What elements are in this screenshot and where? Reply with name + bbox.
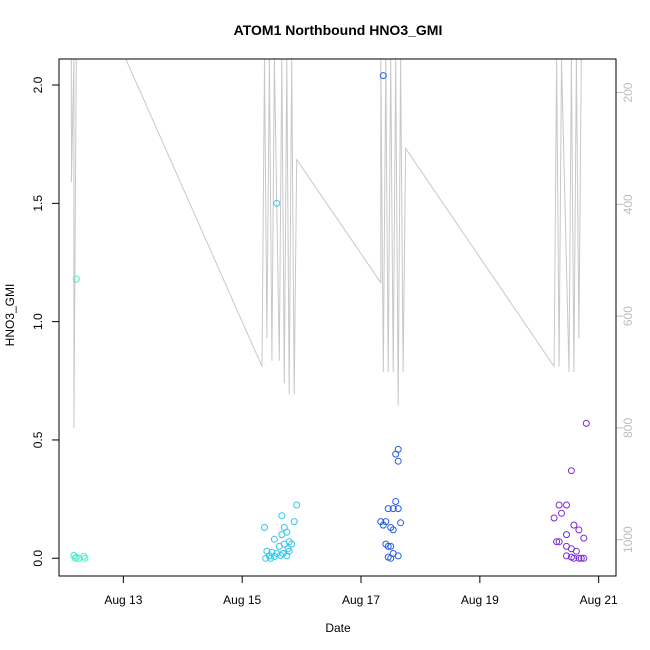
y2-profile-line [70,59,584,428]
data-point [577,554,585,562]
data-point [392,498,400,505]
data-point [384,542,392,550]
y2-tick-label: 400 [621,194,635,214]
data-point [80,552,88,560]
y2-tick-label: 200 [621,82,635,102]
data-point [288,540,296,548]
y2-tick-label: 600 [621,306,635,326]
data-point [582,419,590,427]
data-point [394,505,402,513]
x-tick-label: Aug 21 [580,593,618,607]
data-point [293,501,301,509]
data-point [278,512,286,520]
data-point [379,72,387,80]
y-tick-label: 2.0 [31,76,45,93]
x-tick-label: Aug 13 [104,593,142,607]
data-point [283,528,291,536]
data-point [563,501,570,509]
y2-line-layer [70,59,584,428]
data-point [567,467,575,475]
data-point [81,554,89,562]
plot-frame [58,58,617,577]
data-point [72,275,80,283]
points-layer [70,72,590,562]
data-point [384,505,392,513]
data-point [553,538,561,546]
data-point [572,547,580,555]
x-tick-label: Aug 15 [223,593,261,607]
data-point [394,445,402,453]
data-point [273,199,281,207]
data-point [555,538,563,546]
data-point [267,554,275,562]
y-tick-label: 1.0 [31,313,45,330]
data-point [379,521,387,529]
y-tick-label: 0.5 [31,431,45,448]
x-tick-label: Aug 17 [342,593,380,607]
data-point [558,509,565,517]
data-point [397,519,405,527]
data-point [394,552,402,560]
data-point [394,457,402,465]
data-point [261,524,268,531]
data-point [387,542,395,550]
x-axis-label: Date [325,621,351,635]
chart-title: ATOM1 Northbound HNO3_GMI [234,22,443,38]
data-point [389,526,397,534]
x-tick-label: Aug 19 [461,593,499,607]
y2-tick-label: 800 [621,418,635,438]
data-point [389,505,397,513]
data-point [285,547,293,555]
data-point [290,518,298,526]
y2-tick-label: 1000 [621,526,635,553]
data-point [270,535,278,543]
data-point [575,554,583,562]
y-axis-label: HNO3_GMI [3,284,17,347]
data-point [570,521,578,529]
data-point [275,542,283,550]
data-point [563,531,570,539]
y-tick-label: 0.0 [31,550,45,567]
data-point [555,501,563,509]
data-point [550,514,558,522]
data-point [71,554,79,562]
data-point [580,534,588,542]
data-point [570,554,578,562]
y-tick-label: 1.5 [31,195,45,212]
data-point [262,554,270,562]
data-point [575,526,583,534]
data-point [580,554,588,562]
data-point [563,552,570,560]
data-point [387,554,395,562]
